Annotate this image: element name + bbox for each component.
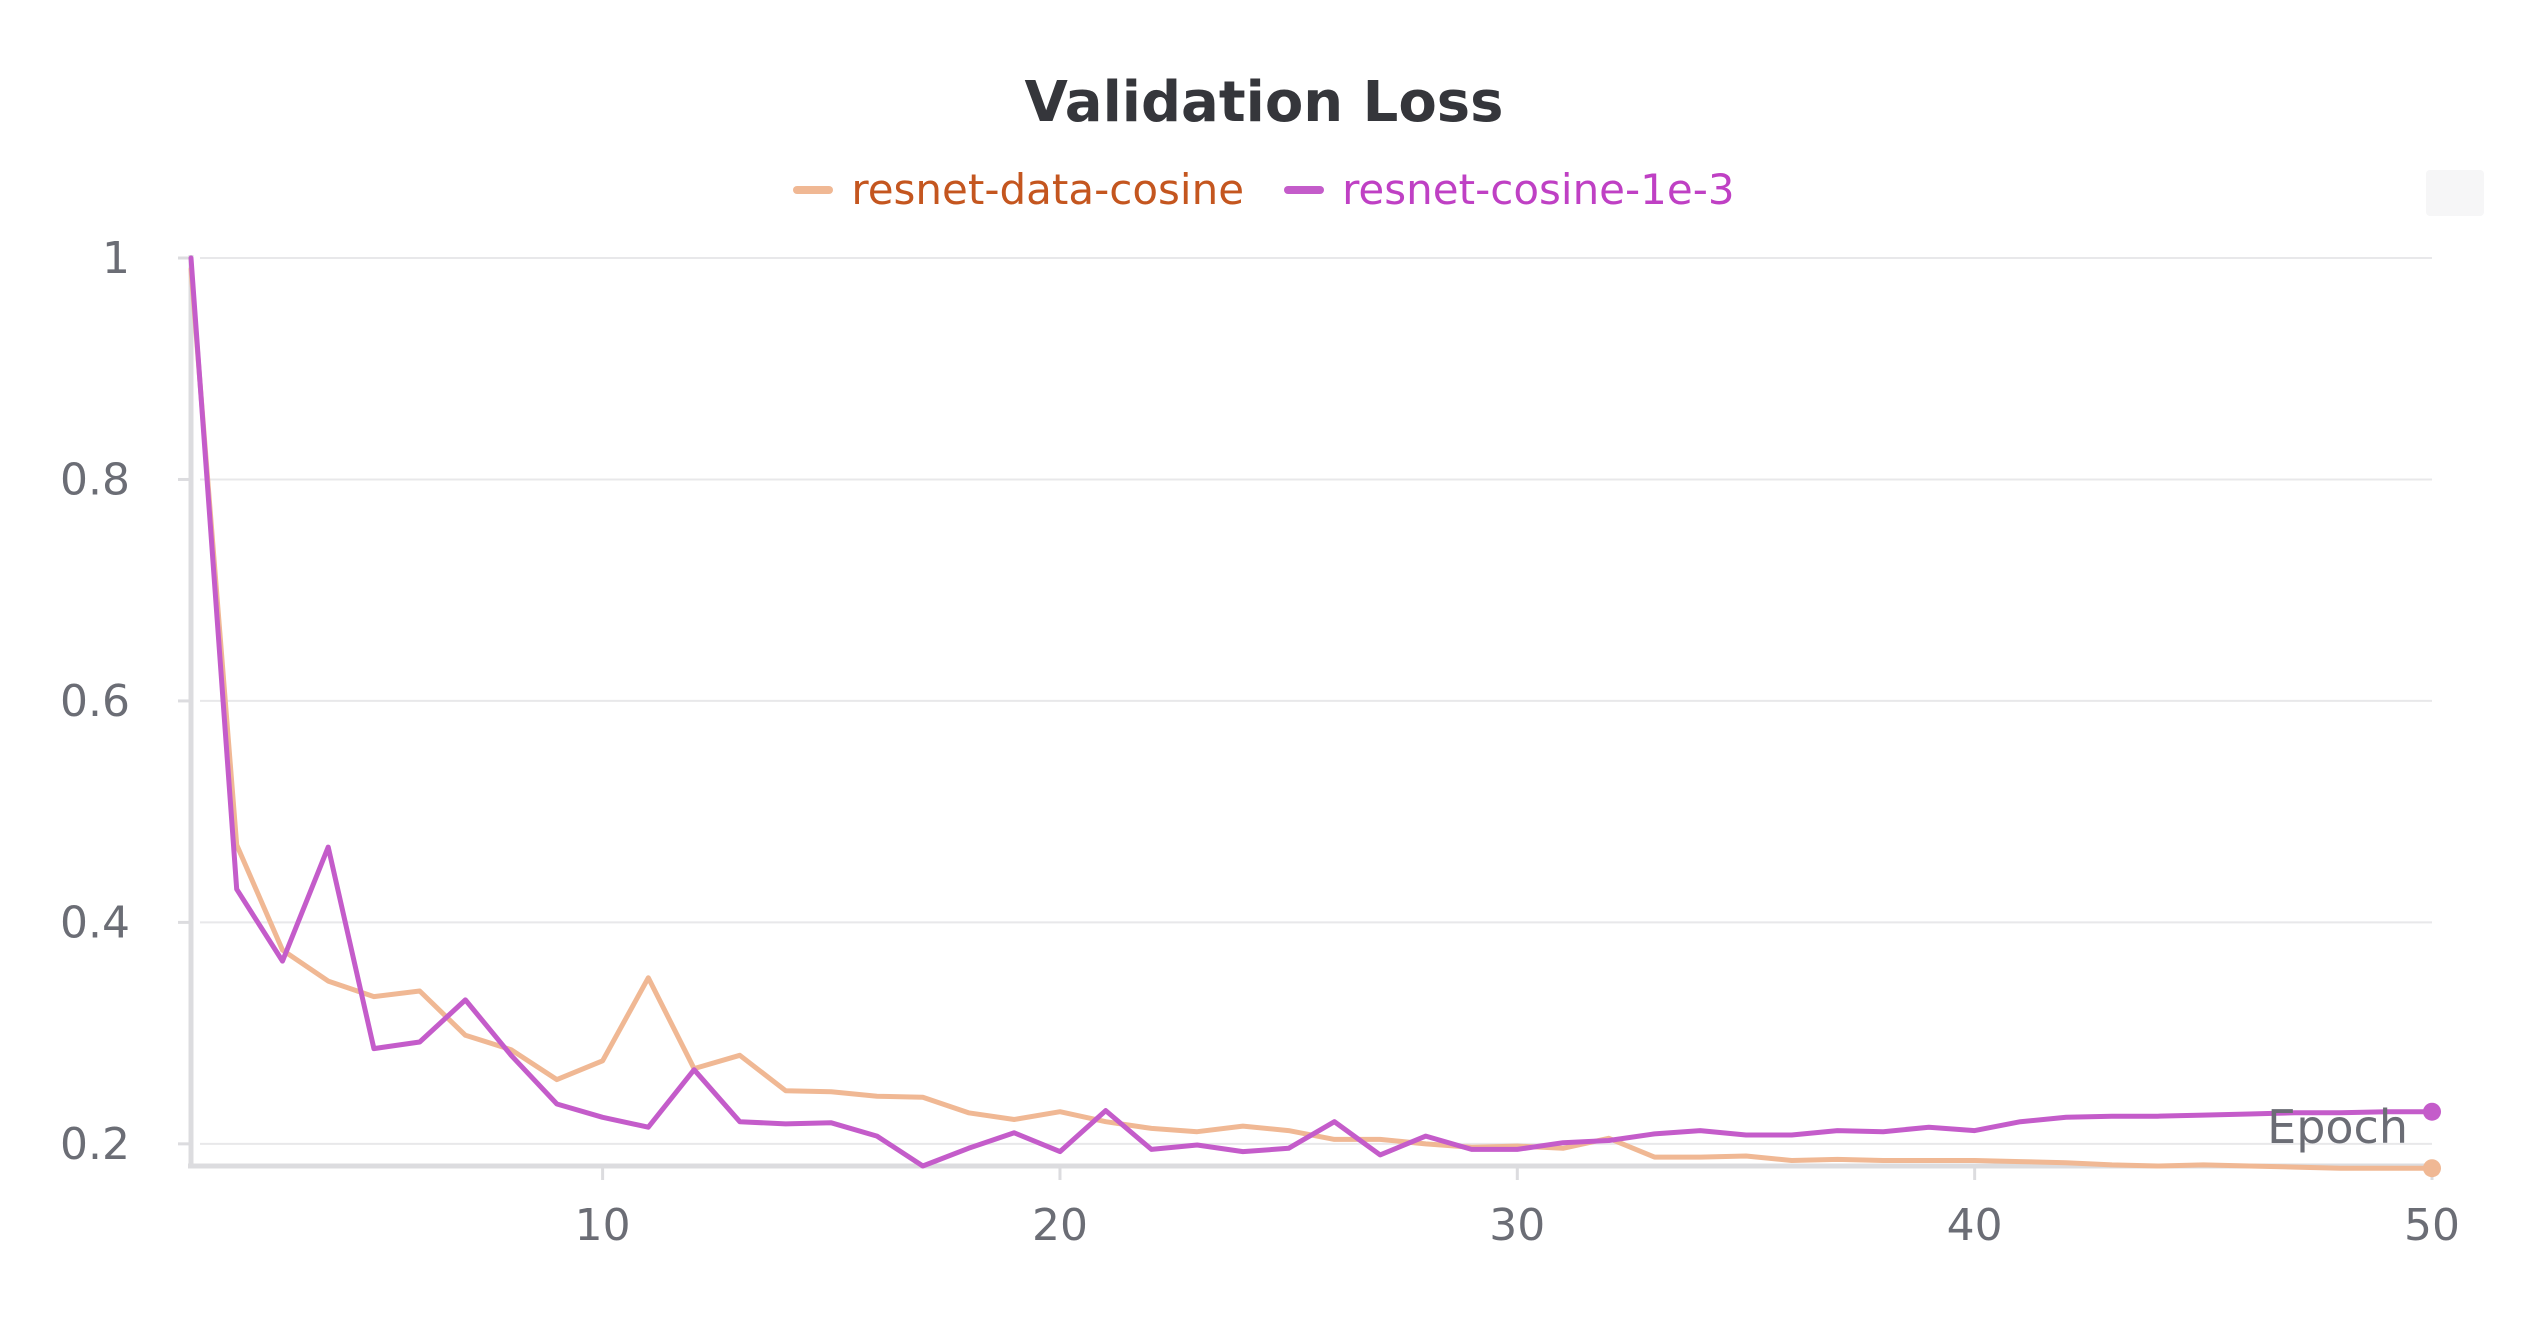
y-tick-label: 0.6 [60, 676, 130, 727]
y-tick-label: 0.8 [60, 454, 130, 505]
series-lines [188, 255, 2441, 1178]
legend-item-resnet-data-cosine[interactable]: resnet-data-cosine [793, 165, 1244, 214]
x-tick-labels: 10 20 30 40 50 [575, 1200, 2460, 1251]
legend: resnet-data-cosine resnet-cosine-1e-3 [0, 165, 2528, 214]
legend-label-resnet-cosine-1e-3: resnet-cosine-1e-3 [1342, 165, 1735, 214]
axes [188, 255, 2432, 1169]
grid-lines [178, 256, 2434, 1180]
x-tick-label: 10 [575, 1200, 631, 1251]
y-tick-label: 1 [102, 233, 130, 284]
y-tick-label: 0.4 [60, 897, 130, 948]
y-tick-labels: 0.2 0.4 0.6 0.8 1 [60, 233, 130, 1170]
legend-swatch-resnet-data-cosine [793, 185, 834, 194]
x-tick-label: 50 [2404, 1200, 2460, 1251]
series-endpoint-resnet-cosine-1e-3 [2423, 1102, 2441, 1121]
panel-corner-control[interactable] [2426, 170, 2484, 216]
legend-label-resnet-data-cosine: resnet-data-cosine [851, 165, 1245, 214]
series-line-resnet-data-cosine[interactable] [188, 266, 2435, 1171]
legend-item-resnet-cosine-1e-3[interactable]: resnet-cosine-1e-3 [1284, 165, 1735, 214]
series-endpoint-resnet-data-cosine [2423, 1159, 2441, 1178]
y-tick-label: 0.2 [60, 1119, 130, 1170]
legend-swatch-resnet-cosine-1e-3 [1284, 185, 1325, 194]
x-axis-title: Epoch [2267, 1100, 2408, 1154]
chart-title: Validation Loss [1024, 70, 1504, 135]
x-tick-label: 30 [1489, 1200, 1545, 1251]
series-line-resnet-cosine-1e-3[interactable] [188, 255, 2435, 1169]
x-tick-label: 40 [1947, 1200, 2003, 1251]
x-tick-label: 20 [1032, 1200, 1088, 1251]
